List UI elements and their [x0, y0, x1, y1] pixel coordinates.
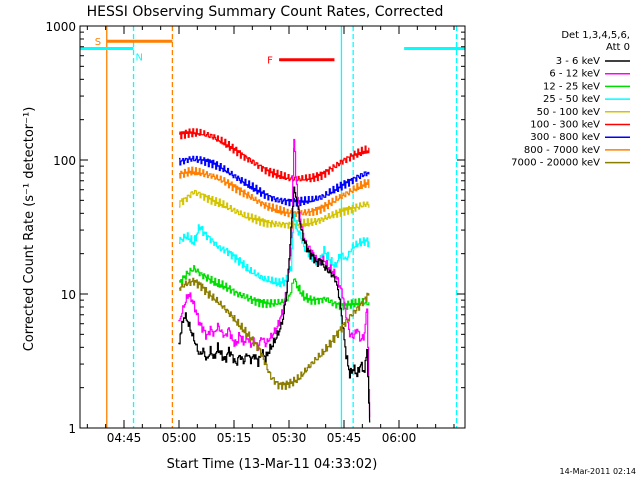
y-tick-label: 10 [61, 288, 76, 302]
legend-entry-label: 300 - 800 keV [530, 132, 600, 143]
flag-label: N [136, 52, 143, 63]
series-line [179, 155, 370, 207]
legend-entry-label: 100 - 300 keV [530, 120, 600, 131]
x-tick-label: 05:00 [162, 431, 197, 445]
flag-label: F [267, 56, 273, 67]
series-line [179, 189, 370, 229]
legend-entry-label: 3 - 6 keV [556, 56, 600, 67]
legend-entry-label: 25 - 50 keV [543, 94, 600, 105]
legend-entry-label: 6 - 12 keV [549, 69, 600, 80]
y-tick-label: 1 [68, 422, 76, 436]
y-tick-label: 100 [53, 154, 76, 168]
legend-entry-label: 50 - 100 keV [537, 107, 601, 118]
series-line [179, 277, 370, 390]
plot-area: S N F [80, 26, 465, 428]
x-tick-label: 04:45 [107, 431, 142, 445]
legend-entry-label: 800 - 7000 keV [524, 145, 600, 156]
x-axis-label: Start Time (13-Mar-11 04:33:02) [167, 457, 378, 472]
x-tick-label: 05:30 [272, 431, 307, 445]
series-line [179, 212, 370, 288]
legend-title: Att 0 [606, 42, 630, 53]
x-tick-label: 05:15 [217, 431, 252, 445]
y-axis-label: Corrected Count Rate (s⁻¹ detector⁻¹) [22, 107, 37, 352]
legend-entry-label: 12 - 25 keV [543, 81, 600, 92]
series-line [179, 128, 370, 183]
y-tick-label: 1000 [45, 20, 76, 34]
chart-title: HESSI Observing Summary Count Rates, Cor… [87, 4, 444, 20]
flag-label: S [95, 37, 101, 48]
x-tick-label: 05:45 [327, 431, 362, 445]
series-line [179, 265, 370, 311]
series-line [178, 186, 371, 423]
legend-title: Det 1,3,4,5,6, [561, 30, 630, 41]
series-line [178, 138, 371, 418]
legend: Det 1,3,4,5,6,Att 0 3 - 6 keV 6 - 12 keV12… [511, 30, 630, 169]
plot-frame [79, 25, 466, 429]
series-line [179, 166, 370, 218]
x-tick-label: 06:00 [382, 431, 417, 445]
timestamp-label: 14-Mar-2011 02:14 [560, 467, 637, 476]
axes: 04:45 05:00 05:15 05:30 05:45 06:00 1 10 100 1000 [45, 20, 466, 445]
legend-entry-label: 7000 - 20000 keV [511, 158, 600, 169]
